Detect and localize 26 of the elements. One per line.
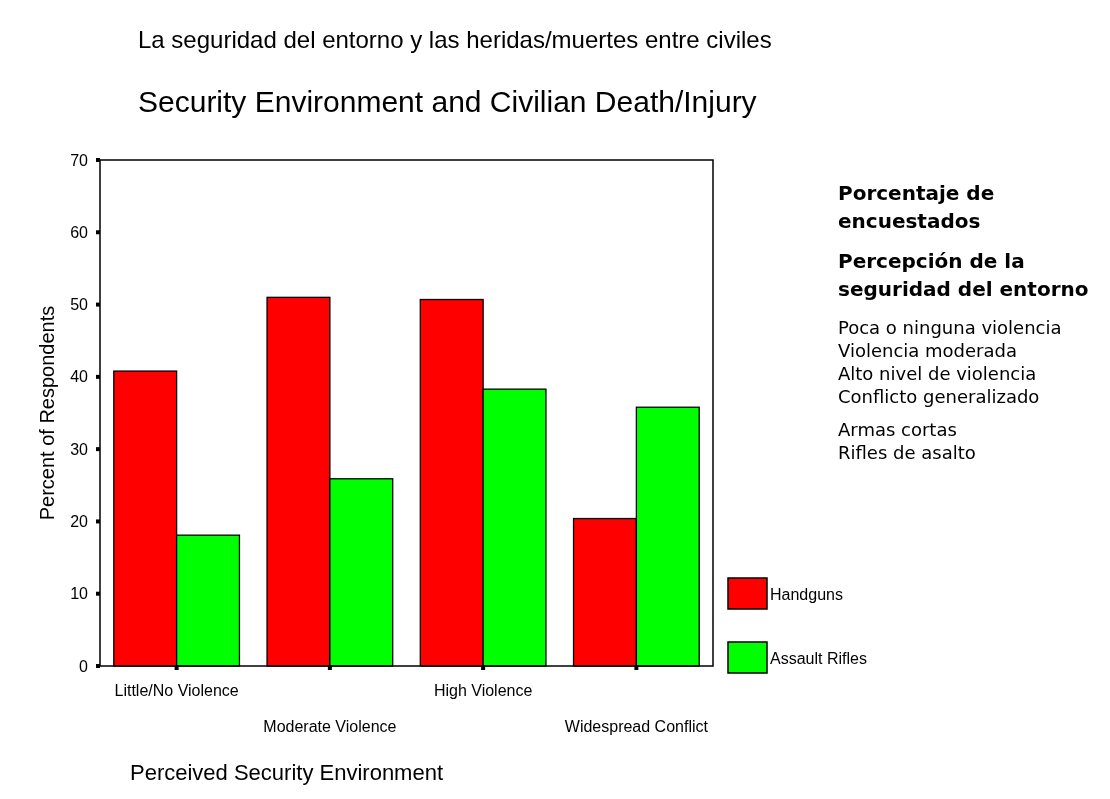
text: Rifles de asalto (838, 442, 976, 463)
y-tick-label: 40 (70, 368, 89, 386)
legend-label: Handguns (770, 585, 843, 603)
y-tick-label: 30 (70, 440, 89, 458)
y-tick-label: 0 (79, 657, 89, 675)
chart-title: Security Environment and Civilian Death/Injury (138, 85, 757, 118)
text: Violencia moderada (838, 340, 1017, 361)
x-tick-label: High Violence (433, 682, 533, 699)
text: Percepción de la seguridad del entorno (838, 249, 1089, 301)
y-tick-label: 10 (70, 585, 89, 603)
x-tick-label: Moderate Violence (263, 718, 397, 735)
x-axis-title: Perceived Security Environment (130, 760, 444, 785)
text: La seguridad del entorno y las heridas/muertes entre civiles (138, 26, 772, 53)
text: Alto nivel de violencia (838, 363, 1037, 384)
text: Armas cortas (838, 419, 957, 440)
y-tick-label: 70 (70, 151, 89, 169)
y-tick-label: 60 (70, 223, 89, 241)
text: Porcentaje de encuestados (838, 181, 995, 233)
x-tick-label: Little/No Violence (114, 682, 239, 699)
legend-label: Assault Rifles (770, 649, 867, 667)
y-tick-label: 50 (70, 296, 89, 314)
y-axis-title: Percent of Respondents (36, 305, 58, 521)
x-tick-label: Widespread Conflict (564, 718, 709, 735)
text: Poca o ninguna violencia (838, 317, 1062, 338)
text: Conflicto generalizado (838, 386, 1040, 407)
y-tick-label: 20 (70, 513, 89, 531)
